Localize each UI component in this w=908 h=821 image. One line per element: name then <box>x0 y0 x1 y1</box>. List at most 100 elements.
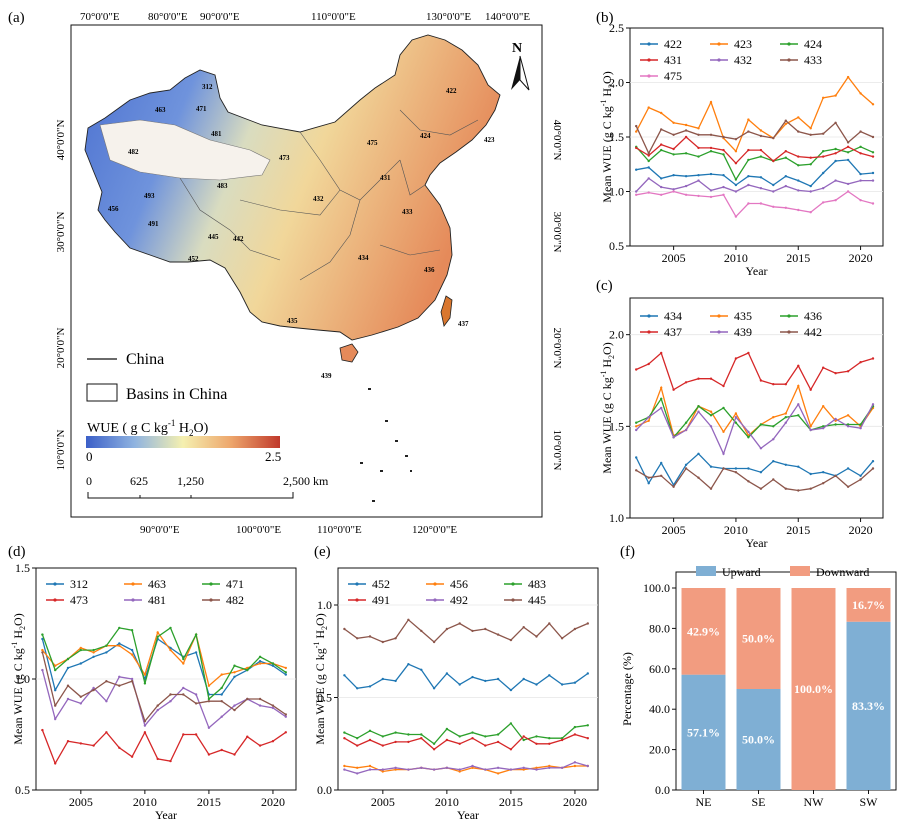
data-point <box>647 106 650 109</box>
panel-label-c: (c) <box>596 278 613 294</box>
basin-label: 424 <box>420 132 431 140</box>
data-point <box>672 147 675 151</box>
x-axis-label: Year <box>155 808 177 821</box>
legend-label: 422 <box>664 37 682 51</box>
data-point <box>846 485 850 488</box>
series-line-424 <box>635 146 874 181</box>
data-point <box>79 742 83 745</box>
data-point <box>484 768 487 771</box>
data-point <box>647 416 650 419</box>
data-point <box>356 687 359 690</box>
data-point <box>672 188 675 191</box>
y-tick-label: 1.0 <box>609 511 624 525</box>
data-point <box>156 635 159 638</box>
data-point <box>368 764 372 768</box>
bar-upward-sw <box>846 621 891 790</box>
colorbar: WUE ( g C kg-1 H2O) 0 2.5 <box>86 418 281 464</box>
data-point <box>822 425 825 428</box>
data-point <box>722 135 725 139</box>
lat-label: 30°0'0"N <box>55 212 67 253</box>
data-point <box>647 166 650 169</box>
data-point <box>182 693 185 696</box>
data-point <box>169 626 172 630</box>
data-point <box>871 179 875 182</box>
data-point <box>54 688 57 692</box>
data-point <box>784 416 787 419</box>
legend-marker <box>647 58 651 62</box>
series-line-445 <box>344 618 589 643</box>
data-point <box>284 671 287 674</box>
left-latitude-labels: 40°0'0"N 30°0'0"N 20°0'0"N 10°0'0"N <box>55 120 67 471</box>
series-line-434 <box>635 452 874 487</box>
legend-label: 424 <box>804 37 822 51</box>
data-point <box>797 164 800 167</box>
data-point <box>734 467 738 470</box>
legend-label: 435 <box>734 309 752 323</box>
data-point <box>535 683 538 686</box>
panel-f-chart: 0.0 20.0 40.0 60.0 80.0 100.0 Percentage (%) 57… <box>620 565 897 809</box>
data-point <box>859 199 862 202</box>
data-point <box>182 657 185 661</box>
basin-label: 481 <box>211 130 222 138</box>
data-point <box>407 768 410 771</box>
data-point <box>859 427 862 430</box>
data-point <box>772 460 775 463</box>
data-point <box>471 675 474 679</box>
series-line-433 <box>635 119 874 155</box>
bar-value-label: 100.0% <box>794 682 833 696</box>
data-point <box>660 128 663 131</box>
data-point <box>647 362 650 366</box>
data-point <box>560 766 564 769</box>
data-point <box>66 666 70 670</box>
data-point <box>484 744 487 747</box>
data-point <box>722 153 725 156</box>
y-tick-label: 0.5 <box>15 783 30 797</box>
basin-label: 435 <box>287 317 298 325</box>
x-tick-label: NW <box>804 795 825 809</box>
data-point <box>784 150 787 153</box>
scale-tick-label: 625 <box>130 474 148 488</box>
panel-e-chart: 0.0 0.5 1.0 2005 2010 2015 2020 Year Mean WUE (g… <box>312 567 599 821</box>
data-point <box>381 735 384 738</box>
data-point <box>92 688 95 692</box>
data-point <box>635 456 638 459</box>
data-point <box>784 206 787 209</box>
y-tick-label: 20.0 <box>649 743 670 757</box>
data-point <box>822 366 825 369</box>
data-point <box>343 674 346 677</box>
data-point <box>635 421 638 424</box>
data-point <box>143 724 147 727</box>
bar-downward-se <box>736 588 781 689</box>
series-line-312 <box>41 637 287 696</box>
north-arrow-icon <box>511 56 520 90</box>
data-point <box>859 478 862 481</box>
data-point <box>697 133 700 136</box>
legend-marker <box>647 74 651 78</box>
data-point <box>672 485 675 488</box>
data-point <box>548 742 551 745</box>
basin-label: 491 <box>148 220 159 228</box>
legend-label: 456 <box>450 577 468 591</box>
data-point <box>822 201 825 204</box>
data-point <box>471 731 474 734</box>
data-point <box>118 626 121 630</box>
data-point <box>809 190 812 193</box>
north-arrow-icon <box>519 55 530 91</box>
legend-marker <box>433 582 437 586</box>
data-point <box>734 190 738 193</box>
data-point <box>834 474 837 477</box>
y-tick-label: 40.0 <box>649 702 670 716</box>
basin-label: 439 <box>321 372 332 380</box>
data-point <box>118 746 121 749</box>
data-point <box>747 202 750 205</box>
data-point <box>420 629 423 633</box>
data-point <box>284 715 287 718</box>
data-point <box>343 764 346 768</box>
y-tick-label: 1.0 <box>317 598 332 612</box>
data-point <box>722 174 725 177</box>
data-point <box>772 190 775 193</box>
data-point <box>809 428 812 432</box>
data-point <box>143 682 147 685</box>
data-point <box>284 713 287 716</box>
data-point <box>772 416 775 419</box>
